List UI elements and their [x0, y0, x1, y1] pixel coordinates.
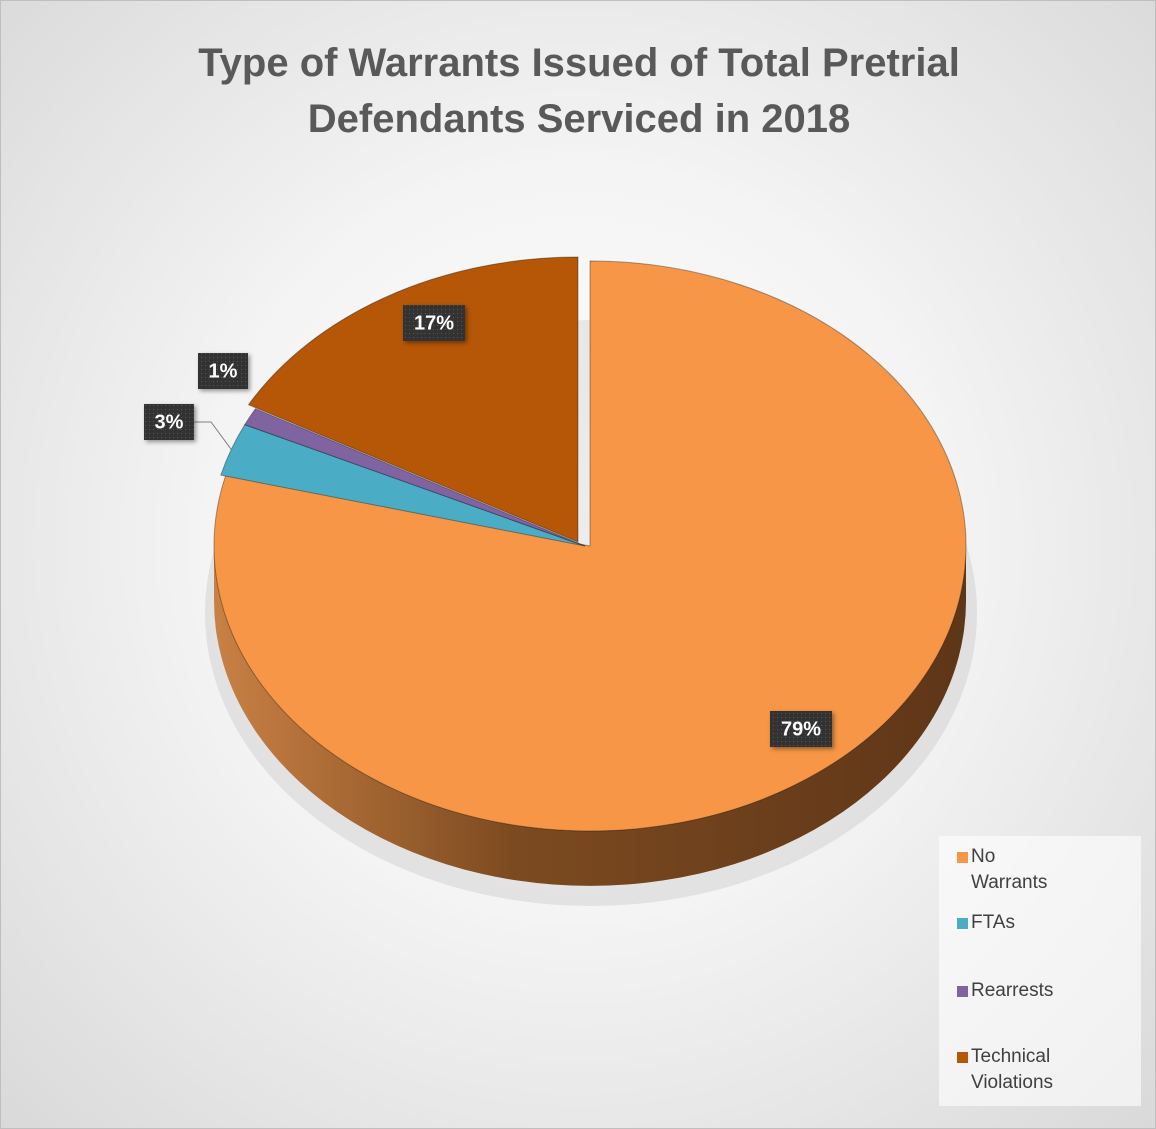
- data-label: 1%: [209, 360, 238, 382]
- legend-label: FTAs: [971, 912, 1015, 933]
- legend-item: FTAs: [957, 910, 1131, 936]
- legend-item: No Warrants: [957, 844, 1131, 896]
- data-label: 17%: [414, 312, 454, 334]
- pie-slice: [220, 424, 586, 547]
- data-label-box: [770, 711, 832, 747]
- pie-slice: [244, 408, 586, 547]
- chart-title: Type of Warrants Issued of Total Pretria…: [198, 41, 960, 141]
- legend-item: Technical Violations: [957, 1044, 1131, 1096]
- data-label: 3%: [155, 411, 184, 433]
- legend-swatch: [957, 986, 968, 997]
- legend-swatch: [957, 1052, 968, 1063]
- data-label-box: [403, 305, 465, 341]
- pie-slice: [213, 260, 967, 832]
- data-label: 79%: [781, 718, 821, 740]
- legend-label: No Warrants: [971, 846, 1048, 893]
- pie-slice: [247, 256, 579, 543]
- legend-swatch: [957, 918, 968, 929]
- leader-line: [193, 421, 232, 450]
- legend-label: Technical Violations: [971, 1046, 1054, 1093]
- legend-swatch: [957, 852, 968, 863]
- data-label-box: [144, 404, 194, 440]
- data-label-box: [198, 353, 248, 389]
- legend: No Warrants FTAs Rearrests Technical Violat…: [939, 836, 1141, 1106]
- legend-label: Rearrests: [971, 980, 1054, 1001]
- pie-side: [214, 546, 966, 886]
- legend-item: Rearrests: [957, 978, 1131, 1004]
